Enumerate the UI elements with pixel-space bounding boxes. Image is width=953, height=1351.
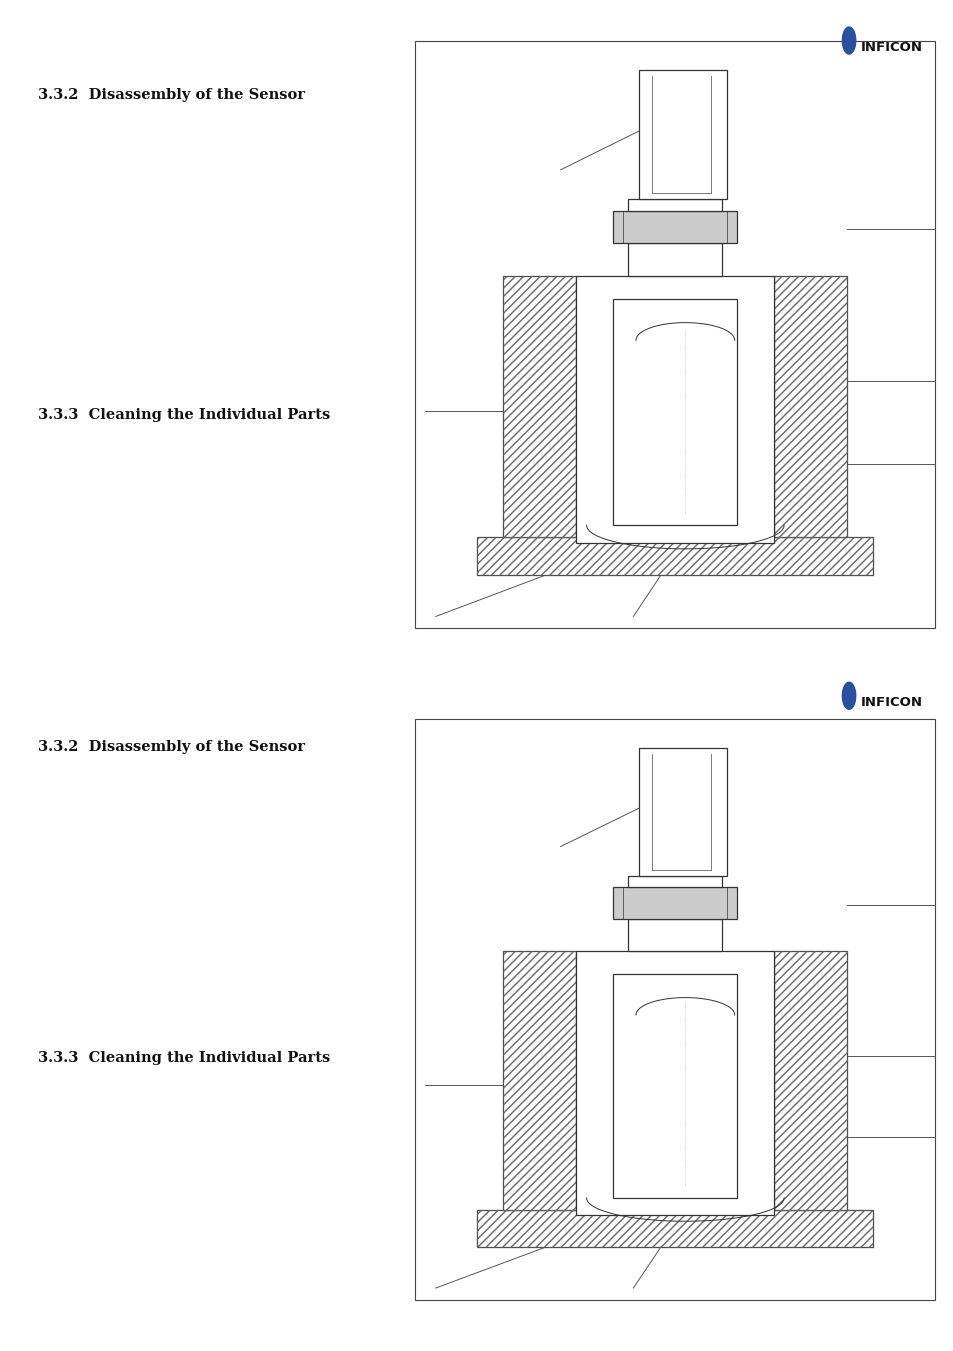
Bar	[773, 276, 845, 538]
Bar	[638, 70, 726, 199]
Text: 3.3.3  Cleaning the Individual Parts: 3.3.3 Cleaning the Individual Parts	[38, 408, 330, 422]
Bar	[576, 276, 773, 543]
Polygon shape	[841, 682, 855, 709]
Bar	[476, 1209, 872, 1247]
Bar	[612, 888, 737, 919]
Bar	[612, 211, 737, 243]
Bar	[476, 538, 872, 576]
Bar	[773, 951, 845, 1209]
Text: 3.3.2  Disassembly of the Sensor: 3.3.2 Disassembly of the Sensor	[38, 88, 305, 101]
Bar	[627, 199, 721, 211]
Polygon shape	[841, 27, 855, 54]
Text: INFICON: INFICON	[860, 41, 922, 54]
Bar	[638, 748, 726, 875]
Bar	[415, 719, 934, 1300]
Bar	[773, 951, 845, 1209]
Bar	[503, 951, 576, 1209]
Bar	[503, 951, 576, 1209]
Text: 3.3.2  Disassembly of the Sensor: 3.3.2 Disassembly of the Sensor	[38, 740, 305, 754]
Bar	[415, 41, 934, 628]
Bar	[612, 299, 737, 526]
Bar	[503, 276, 576, 538]
Bar	[476, 538, 872, 576]
Text: INFICON: INFICON	[860, 696, 922, 709]
Bar	[627, 243, 721, 276]
Bar	[476, 1209, 872, 1247]
Text: 3.3.3  Cleaning the Individual Parts: 3.3.3 Cleaning the Individual Parts	[38, 1051, 330, 1065]
Bar	[773, 276, 845, 538]
Bar	[612, 974, 737, 1198]
Bar	[576, 951, 773, 1216]
Bar	[627, 875, 721, 888]
Bar	[503, 276, 576, 538]
Bar	[627, 919, 721, 951]
